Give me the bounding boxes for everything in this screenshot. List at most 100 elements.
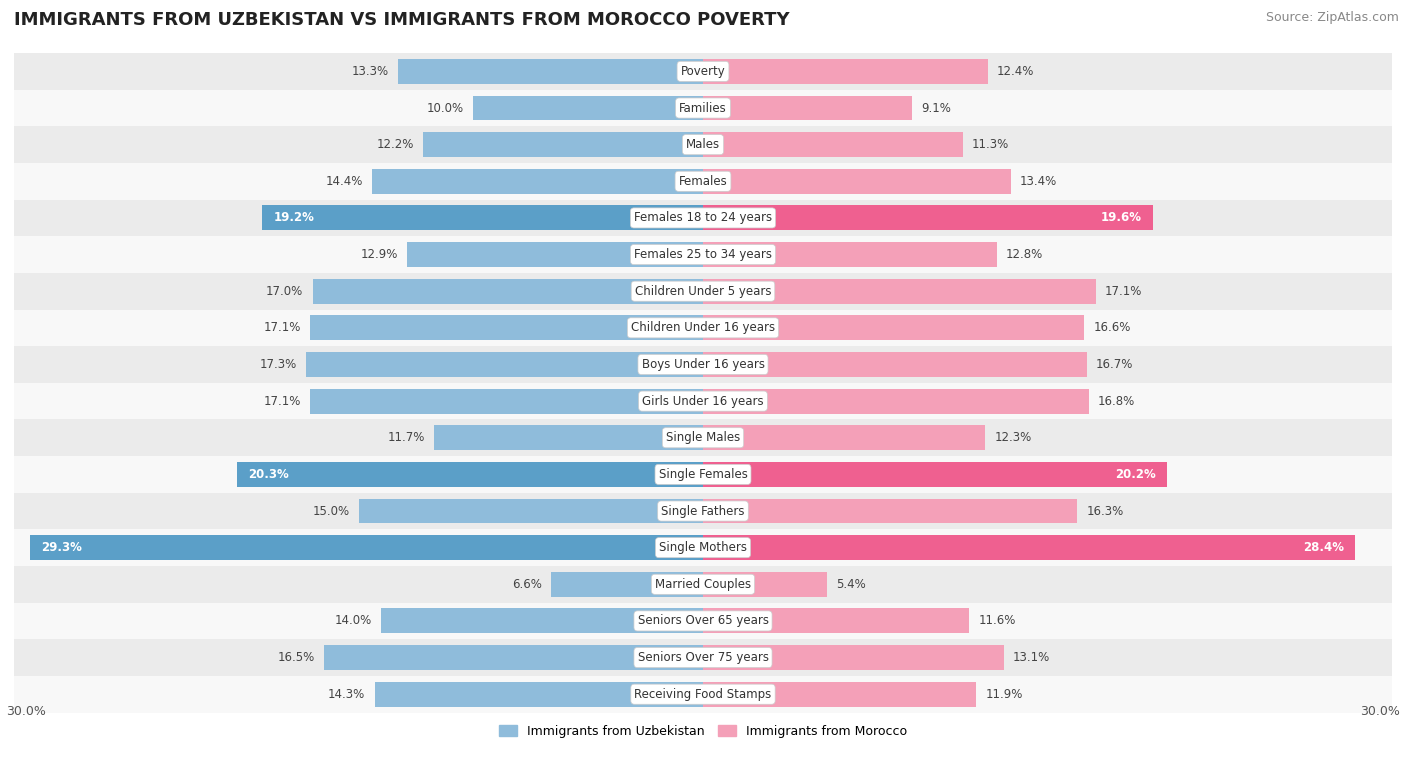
Text: 5.4%: 5.4% [837, 578, 866, 590]
Bar [14, 676, 1392, 713]
Bar [434, 425, 703, 450]
Bar [262, 205, 703, 230]
Text: 12.9%: 12.9% [360, 248, 398, 261]
Text: 20.2%: 20.2% [1115, 468, 1156, 481]
Bar [236, 462, 703, 487]
Bar [703, 462, 1167, 487]
Text: 12.4%: 12.4% [997, 65, 1035, 78]
Bar [14, 236, 1392, 273]
Text: 17.3%: 17.3% [259, 358, 297, 371]
Text: 13.4%: 13.4% [1019, 175, 1057, 188]
Bar [14, 419, 1392, 456]
Text: 15.0%: 15.0% [312, 505, 349, 518]
Text: Females 18 to 24 years: Females 18 to 24 years [634, 211, 772, 224]
Legend: Immigrants from Uzbekistan, Immigrants from Morocco: Immigrants from Uzbekistan, Immigrants f… [494, 719, 912, 743]
Text: 16.8%: 16.8% [1098, 395, 1135, 408]
Text: 17.1%: 17.1% [1105, 285, 1142, 298]
Text: Seniors Over 65 years: Seniors Over 65 years [637, 615, 769, 628]
Text: 11.7%: 11.7% [388, 431, 425, 444]
Bar [474, 96, 703, 121]
Text: 30.0%: 30.0% [6, 705, 45, 718]
Text: 20.3%: 20.3% [249, 468, 290, 481]
Bar [14, 603, 1392, 639]
Text: Males: Males [686, 138, 720, 151]
Text: Single Females: Single Females [658, 468, 748, 481]
Text: 11.3%: 11.3% [972, 138, 1010, 151]
Bar [312, 279, 703, 304]
Text: Source: ZipAtlas.com: Source: ZipAtlas.com [1265, 11, 1399, 24]
Bar [14, 309, 1392, 346]
Text: IMMIGRANTS FROM UZBEKISTAN VS IMMIGRANTS FROM MOROCCO POVERTY: IMMIGRANTS FROM UZBEKISTAN VS IMMIGRANTS… [14, 11, 790, 30]
Text: 12.3%: 12.3% [994, 431, 1032, 444]
Bar [703, 352, 1087, 377]
Bar [398, 59, 703, 84]
Text: 16.7%: 16.7% [1095, 358, 1133, 371]
Bar [703, 425, 986, 450]
Bar [703, 499, 1077, 524]
Bar [14, 346, 1392, 383]
Bar [373, 169, 703, 194]
Text: Receiving Food Stamps: Receiving Food Stamps [634, 688, 772, 700]
Bar [14, 456, 1392, 493]
Bar [703, 609, 969, 634]
Bar [381, 609, 703, 634]
Text: 16.5%: 16.5% [277, 651, 315, 664]
Bar [703, 389, 1088, 414]
Text: 12.2%: 12.2% [377, 138, 413, 151]
Text: 30.0%: 30.0% [1361, 705, 1400, 718]
Bar [423, 132, 703, 157]
Bar [703, 681, 976, 706]
Bar [14, 493, 1392, 529]
Bar [311, 315, 703, 340]
Bar [703, 315, 1084, 340]
Text: Poverty: Poverty [681, 65, 725, 78]
Bar [14, 529, 1392, 566]
Bar [14, 89, 1392, 127]
Bar [551, 572, 703, 597]
Bar [703, 169, 1011, 194]
Text: 17.1%: 17.1% [264, 395, 301, 408]
Bar [305, 352, 703, 377]
Bar [14, 53, 1392, 89]
Bar [14, 163, 1392, 199]
Bar [703, 572, 827, 597]
Text: Single Mothers: Single Mothers [659, 541, 747, 554]
Text: 17.1%: 17.1% [264, 321, 301, 334]
Text: 16.6%: 16.6% [1094, 321, 1130, 334]
Text: 14.3%: 14.3% [328, 688, 366, 700]
Text: 12.8%: 12.8% [1007, 248, 1043, 261]
Text: 17.0%: 17.0% [266, 285, 304, 298]
Bar [374, 681, 703, 706]
Text: Females 25 to 34 years: Females 25 to 34 years [634, 248, 772, 261]
Bar [703, 279, 1095, 304]
Text: 28.4%: 28.4% [1303, 541, 1344, 554]
Text: 14.0%: 14.0% [335, 615, 373, 628]
Text: 19.2%: 19.2% [274, 211, 315, 224]
Text: Boys Under 16 years: Boys Under 16 years [641, 358, 765, 371]
Bar [14, 127, 1392, 163]
Text: 11.9%: 11.9% [986, 688, 1022, 700]
Text: Children Under 16 years: Children Under 16 years [631, 321, 775, 334]
Text: 19.6%: 19.6% [1101, 211, 1142, 224]
Text: Seniors Over 75 years: Seniors Over 75 years [637, 651, 769, 664]
Text: 6.6%: 6.6% [512, 578, 543, 590]
Text: Married Couples: Married Couples [655, 578, 751, 590]
Bar [14, 383, 1392, 419]
Text: Single Males: Single Males [666, 431, 740, 444]
Bar [703, 242, 997, 267]
Text: Families: Families [679, 102, 727, 114]
Text: 10.0%: 10.0% [427, 102, 464, 114]
Bar [311, 389, 703, 414]
Bar [30, 535, 703, 560]
Bar [14, 273, 1392, 309]
Bar [14, 566, 1392, 603]
Text: 13.1%: 13.1% [1012, 651, 1050, 664]
Bar [703, 645, 1004, 670]
Text: 29.3%: 29.3% [42, 541, 83, 554]
Text: 9.1%: 9.1% [921, 102, 950, 114]
Text: Children Under 5 years: Children Under 5 years [634, 285, 772, 298]
Text: 14.4%: 14.4% [326, 175, 363, 188]
Bar [14, 639, 1392, 676]
Text: Single Fathers: Single Fathers [661, 505, 745, 518]
Bar [703, 96, 912, 121]
